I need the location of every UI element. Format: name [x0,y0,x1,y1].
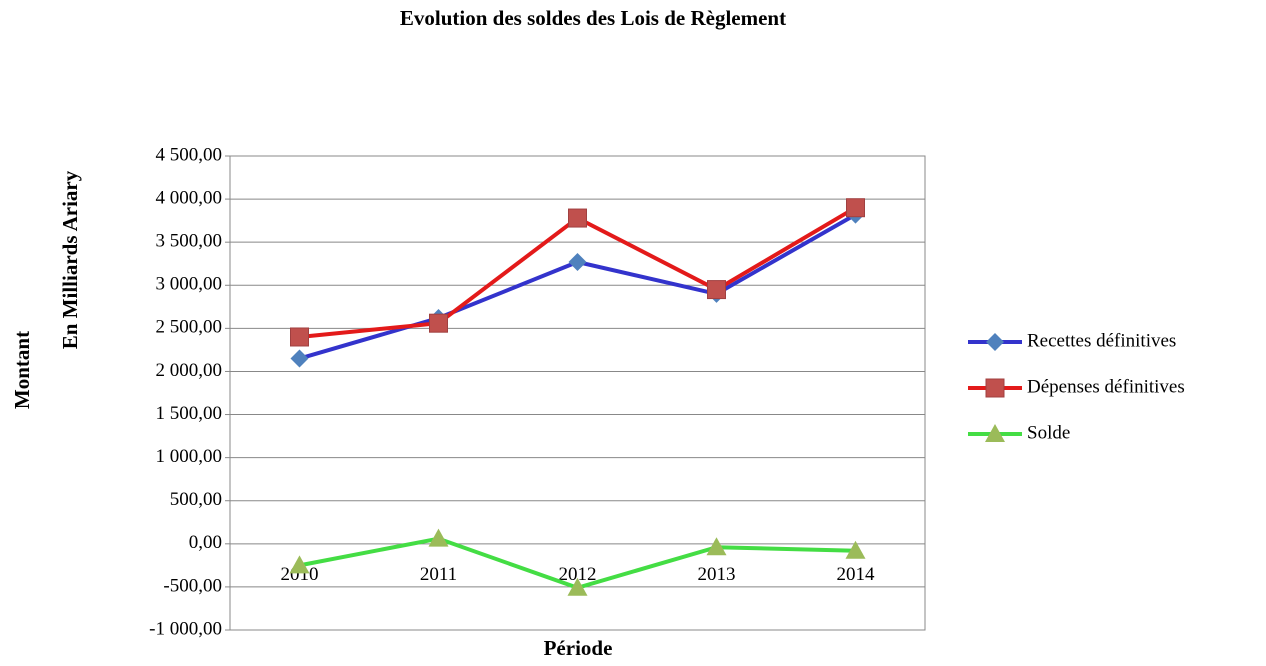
y-tick-label: 3 500,00 [156,231,223,252]
legend-marker [985,378,1005,398]
legend-label: Recettes définitives [1027,330,1176,351]
y-tick-label: 500,00 [170,489,222,510]
data-point [706,537,727,556]
y-tick-label: 1 500,00 [156,403,223,424]
data-point [289,555,310,574]
data-point [429,313,448,333]
data-point [845,540,866,559]
series-line [298,212,857,361]
x-axis-label: Période [544,636,613,660]
y-tick-label: 4 000,00 [156,187,223,208]
y-tick-label: -500,00 [163,575,222,596]
x-tick-label: 2011 [420,564,457,585]
data-point [846,198,865,218]
y-tick-label: 2 000,00 [156,360,223,381]
data-point [567,577,588,596]
y-tick-label: 4 500,00 [156,144,223,165]
legend-marker [986,333,1004,351]
data-point [568,208,587,228]
data-point [290,349,309,368]
y-tick-label: 3 000,00 [156,274,223,295]
y-tick-label: 0,00 [189,532,222,553]
y-tick-label: 1 000,00 [156,446,223,467]
y-axis-sublabel: En Milliards Ariary [58,170,82,349]
y-tick-label: -1 000,00 [149,618,222,639]
legend-label: Dépenses définitives [1027,376,1185,397]
data-point [428,528,449,547]
y-axis-label: Montant [10,331,34,409]
x-tick-label: 2010 [281,564,319,585]
legend-label: Solde [1027,422,1070,443]
plot-border [229,155,926,631]
x-tick-label: 2014 [837,564,876,585]
data-point [290,327,309,347]
data-point [568,253,587,272]
chart-title: Evolution des soldes des Lois de Règleme… [400,6,786,30]
y-tick-label: 2 500,00 [156,317,223,338]
x-tick-label: 2012 [559,564,597,585]
x-tick-label: 2013 [698,564,736,585]
legend-marker [985,424,1005,442]
data-point [707,280,726,300]
